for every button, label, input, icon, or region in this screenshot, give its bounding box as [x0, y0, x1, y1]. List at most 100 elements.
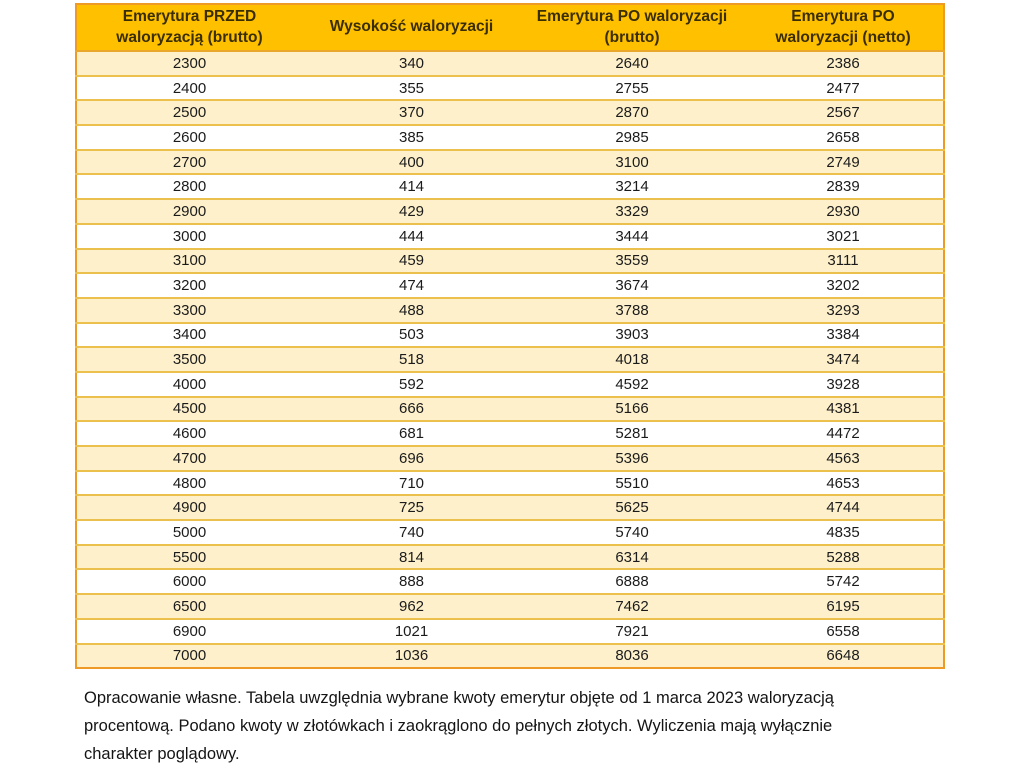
table-cell: 666: [302, 395, 521, 422]
table-row: 4600 681 5281 4472: [76, 420, 944, 446]
table-cell: 2870: [521, 99, 743, 126]
table-cell: 2640: [521, 50, 743, 76]
table-cell: 503: [302, 321, 521, 348]
table-cell: 6500: [76, 593, 302, 619]
table-cell: 444: [302, 222, 521, 249]
table-cell: 429: [302, 198, 521, 224]
table-cell: 488: [302, 296, 521, 323]
table-row: 4800 710 5510 4653: [76, 469, 944, 496]
table-cell: 3200: [76, 272, 302, 298]
table-row: 5500 814 6314 5288: [76, 543, 944, 570]
footnote-line: charakter poglądowy.: [84, 745, 240, 763]
table-cell: 518: [302, 346, 521, 372]
table-cell: 4592: [521, 370, 743, 397]
table-cell: 3384: [743, 321, 944, 348]
table-cell: 6888: [521, 568, 743, 595]
table-cell: 3111: [743, 247, 944, 274]
table-row: 5000 740 5740 4835: [76, 519, 944, 545]
table-cell: 2300: [76, 50, 302, 76]
table-cell: 4653: [743, 469, 944, 496]
table-row: 2500 370 2870 2567: [76, 99, 944, 126]
table-row: 4500 666 5166 4381: [76, 395, 944, 422]
table-cell: 5000: [76, 519, 302, 545]
table-cell: 3100: [521, 148, 743, 175]
table-row: 6000 888 6888 5742: [76, 568, 944, 595]
table-row: 2600 385 2985 2658: [76, 124, 944, 150]
table-cell: 2700: [76, 148, 302, 175]
table-cell: 4381: [743, 395, 944, 422]
table-cell: 2500: [76, 99, 302, 126]
table-row: 6900 1021 7921 6558: [76, 617, 944, 644]
table-cell: 7000: [76, 642, 302, 669]
table-row: 2300 340 2640 2386: [76, 50, 944, 76]
table-cell: 2985: [521, 124, 743, 150]
table-cell: 8036: [521, 642, 743, 669]
table-row: 4000 592 4592 3928: [76, 370, 944, 397]
table-row: 2700 400 3100 2749: [76, 148, 944, 175]
table-cell: 681: [302, 420, 521, 446]
table-cell: 2839: [743, 173, 944, 200]
table-cell: 4700: [76, 445, 302, 471]
table-cell: 474: [302, 272, 521, 298]
table-cell: 3559: [521, 247, 743, 274]
table-row: 3500 518 4018 3474: [76, 346, 944, 372]
table-cell: 3021: [743, 222, 944, 249]
table-cell: 5166: [521, 395, 743, 422]
table-cell: 5396: [521, 445, 743, 471]
table-body: 2300 340 2640 2386 2400 355 2755 2477 2500 370 287…: [76, 50, 944, 669]
table-cell: 414: [302, 173, 521, 200]
table-container: Emerytura PRZED waloryzacją (brutto) Wys…: [75, 3, 945, 670]
table-cell: 5281: [521, 420, 743, 446]
table-cell: 4600: [76, 420, 302, 446]
table-row: 3400 503 3903 3384: [76, 321, 944, 348]
table-cell: 4018: [521, 346, 743, 372]
table-cell: 4500: [76, 395, 302, 422]
table-cell: 2600: [76, 124, 302, 150]
footnote-line: procentową. Podano kwoty w złotówkach i …: [84, 717, 833, 735]
table-cell: 4472: [743, 420, 944, 446]
table-row: 2800 414 3214 2839: [76, 173, 944, 200]
table-cell: 2930: [743, 198, 944, 224]
source-footnote: Opracowanie własne. Tabela uwzględnia wy…: [84, 684, 944, 768]
table-cell: 3674: [521, 272, 743, 298]
table-cell: 6648: [743, 642, 944, 669]
table-cell: 3788: [521, 296, 743, 323]
table-row: 4700 696 5396 4563: [76, 445, 944, 471]
column-header-pension-after-gross: Emerytura PO waloryzacji (brutto): [521, 4, 743, 52]
table-cell: 370: [302, 99, 521, 126]
table-cell: 4000: [76, 370, 302, 397]
table-cell: 2567: [743, 99, 944, 126]
table-cell: 740: [302, 519, 521, 545]
table-cell: 2755: [521, 74, 743, 101]
table-cell: 888: [302, 568, 521, 595]
table-cell: 2477: [743, 74, 944, 101]
table-cell: 3293: [743, 296, 944, 323]
table-cell: 3202: [743, 272, 944, 298]
table-cell: 592: [302, 370, 521, 397]
table-cell: 3329: [521, 198, 743, 224]
table-cell: 6900: [76, 617, 302, 644]
table-cell: 340: [302, 50, 521, 76]
table-cell: 3928: [743, 370, 944, 397]
table-cell: 696: [302, 445, 521, 471]
table-cell: 5742: [743, 568, 944, 595]
table-cell: 1021: [302, 617, 521, 644]
table-cell: 4563: [743, 445, 944, 471]
table-cell: 7462: [521, 593, 743, 619]
table-cell: 3474: [743, 346, 944, 372]
table-row: 2400 355 2755 2477: [76, 74, 944, 101]
table-cell: 6000: [76, 568, 302, 595]
table-cell: 962: [302, 593, 521, 619]
table-cell: 1036: [302, 642, 521, 669]
table-cell: 4900: [76, 494, 302, 521]
table-row: 3100 459 3559 3111: [76, 247, 944, 274]
table-cell: 4744: [743, 494, 944, 521]
table-cell: 3100: [76, 247, 302, 274]
table-cell: 3444: [521, 222, 743, 249]
table-cell: 3000: [76, 222, 302, 249]
table-cell: 3214: [521, 173, 743, 200]
table-cell: 5500: [76, 543, 302, 570]
table-cell: 385: [302, 124, 521, 150]
table-cell: 5625: [521, 494, 743, 521]
